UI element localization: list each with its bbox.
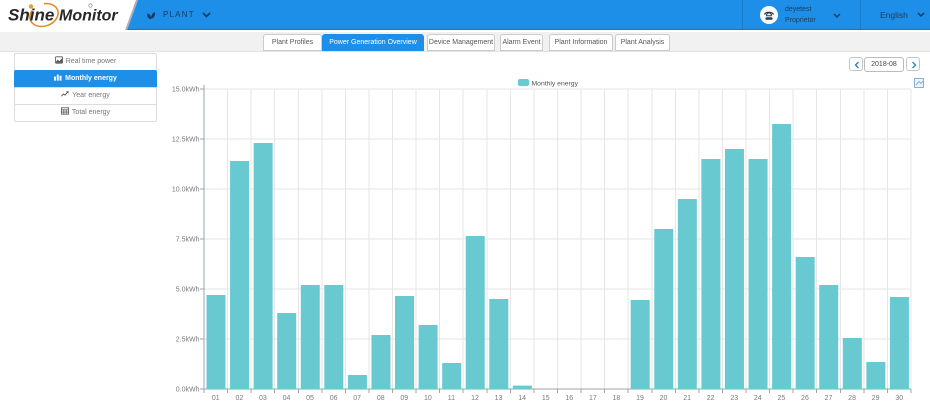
- svg-text:12.5kWh: 12.5kWh: [172, 137, 200, 144]
- svg-text:Monitor: Monitor: [59, 8, 118, 25]
- svg-text:02: 02: [235, 395, 243, 402]
- svg-text:30: 30: [895, 395, 903, 402]
- svg-text:12: 12: [471, 395, 479, 402]
- svg-text:19: 19: [636, 395, 644, 402]
- svg-text:03: 03: [259, 395, 267, 402]
- svg-text:28: 28: [848, 395, 856, 402]
- svg-text:5.0kWh: 5.0kWh: [176, 287, 200, 294]
- svg-text:21: 21: [683, 395, 691, 402]
- svg-text:Shine: Shine: [8, 6, 54, 25]
- svg-text:01: 01: [212, 395, 220, 402]
- svg-text:15.0kWh: 15.0kWh: [172, 87, 200, 94]
- svg-text:23: 23: [730, 395, 738, 402]
- svg-text:18: 18: [613, 395, 621, 402]
- svg-text:08: 08: [377, 395, 385, 402]
- svg-text:07: 07: [353, 395, 361, 402]
- svg-text:11: 11: [448, 395, 455, 402]
- svg-text:Monthly energy: Monthly energy: [532, 81, 579, 88]
- svg-text:24: 24: [754, 395, 762, 402]
- svg-text:22: 22: [707, 395, 715, 402]
- svg-text:26: 26: [801, 395, 809, 402]
- svg-text:16: 16: [565, 395, 573, 402]
- svg-text:14: 14: [518, 395, 526, 402]
- svg-text:29: 29: [872, 395, 880, 402]
- svg-text:10: 10: [424, 395, 432, 402]
- svg-text:17: 17: [589, 395, 597, 402]
- svg-text:10.0kWh: 10.0kWh: [172, 187, 200, 194]
- svg-text:13: 13: [495, 395, 503, 402]
- svg-text:06: 06: [330, 395, 338, 402]
- svg-text:25: 25: [777, 395, 785, 402]
- svg-text:15: 15: [542, 395, 550, 402]
- svg-text:7.5kWh: 7.5kWh: [176, 237, 200, 244]
- svg-text:0.0kWh: 0.0kWh: [176, 387, 200, 394]
- svg-text:04: 04: [283, 395, 291, 402]
- svg-text:20: 20: [660, 395, 668, 402]
- svg-text:27: 27: [825, 395, 833, 402]
- svg-text:05: 05: [306, 395, 314, 402]
- svg-text:09: 09: [400, 395, 408, 402]
- svg-text:2.5kWh: 2.5kWh: [176, 337, 200, 344]
